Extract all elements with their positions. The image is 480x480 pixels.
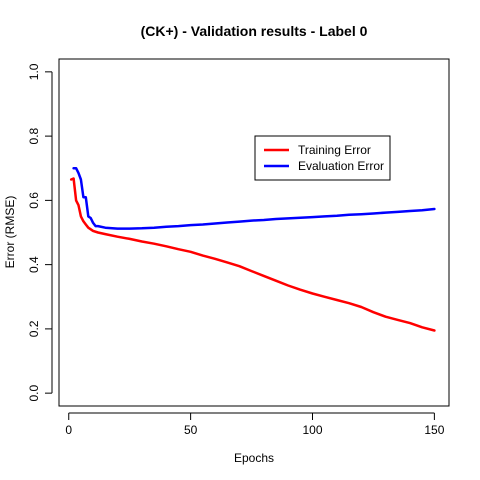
y-tick-label: 0.0: [27, 384, 41, 401]
x-tick-label: 150: [424, 423, 444, 437]
training-error-line: [69, 177, 436, 332]
y-tick-label: 0.4: [27, 256, 41, 273]
series-layer: [69, 166, 436, 332]
legend-label-evaluation: Evaluation Error: [298, 159, 384, 173]
x-tick-label: 50: [184, 423, 198, 437]
y-tick-label: 0.8: [27, 127, 41, 144]
legend: Training Error Evaluation Error: [254, 135, 391, 181]
chart-title: (CK+) - Validation results - Label 0: [141, 23, 368, 39]
x-tick-label: 0: [65, 423, 72, 437]
legend-label-training: Training Error: [298, 143, 371, 157]
legend-box: [254, 135, 391, 181]
y-tick-label: 1.0: [27, 63, 41, 80]
x-axis-label: Epochs: [234, 451, 274, 465]
evaluation-error-line: [72, 166, 436, 230]
x-tick-label: 100: [302, 423, 322, 437]
y-axis-label: Error (RMSE): [3, 196, 17, 269]
y-tick-label: 0.2: [27, 320, 41, 337]
y-tick-label: 0.6: [27, 192, 41, 209]
x-axis: 0 50 100 150: [65, 412, 445, 437]
y-axis: 0.0 0.2 0.4 0.6 0.8 1.0: [27, 63, 53, 401]
plot-frame: [58, 58, 450, 407]
